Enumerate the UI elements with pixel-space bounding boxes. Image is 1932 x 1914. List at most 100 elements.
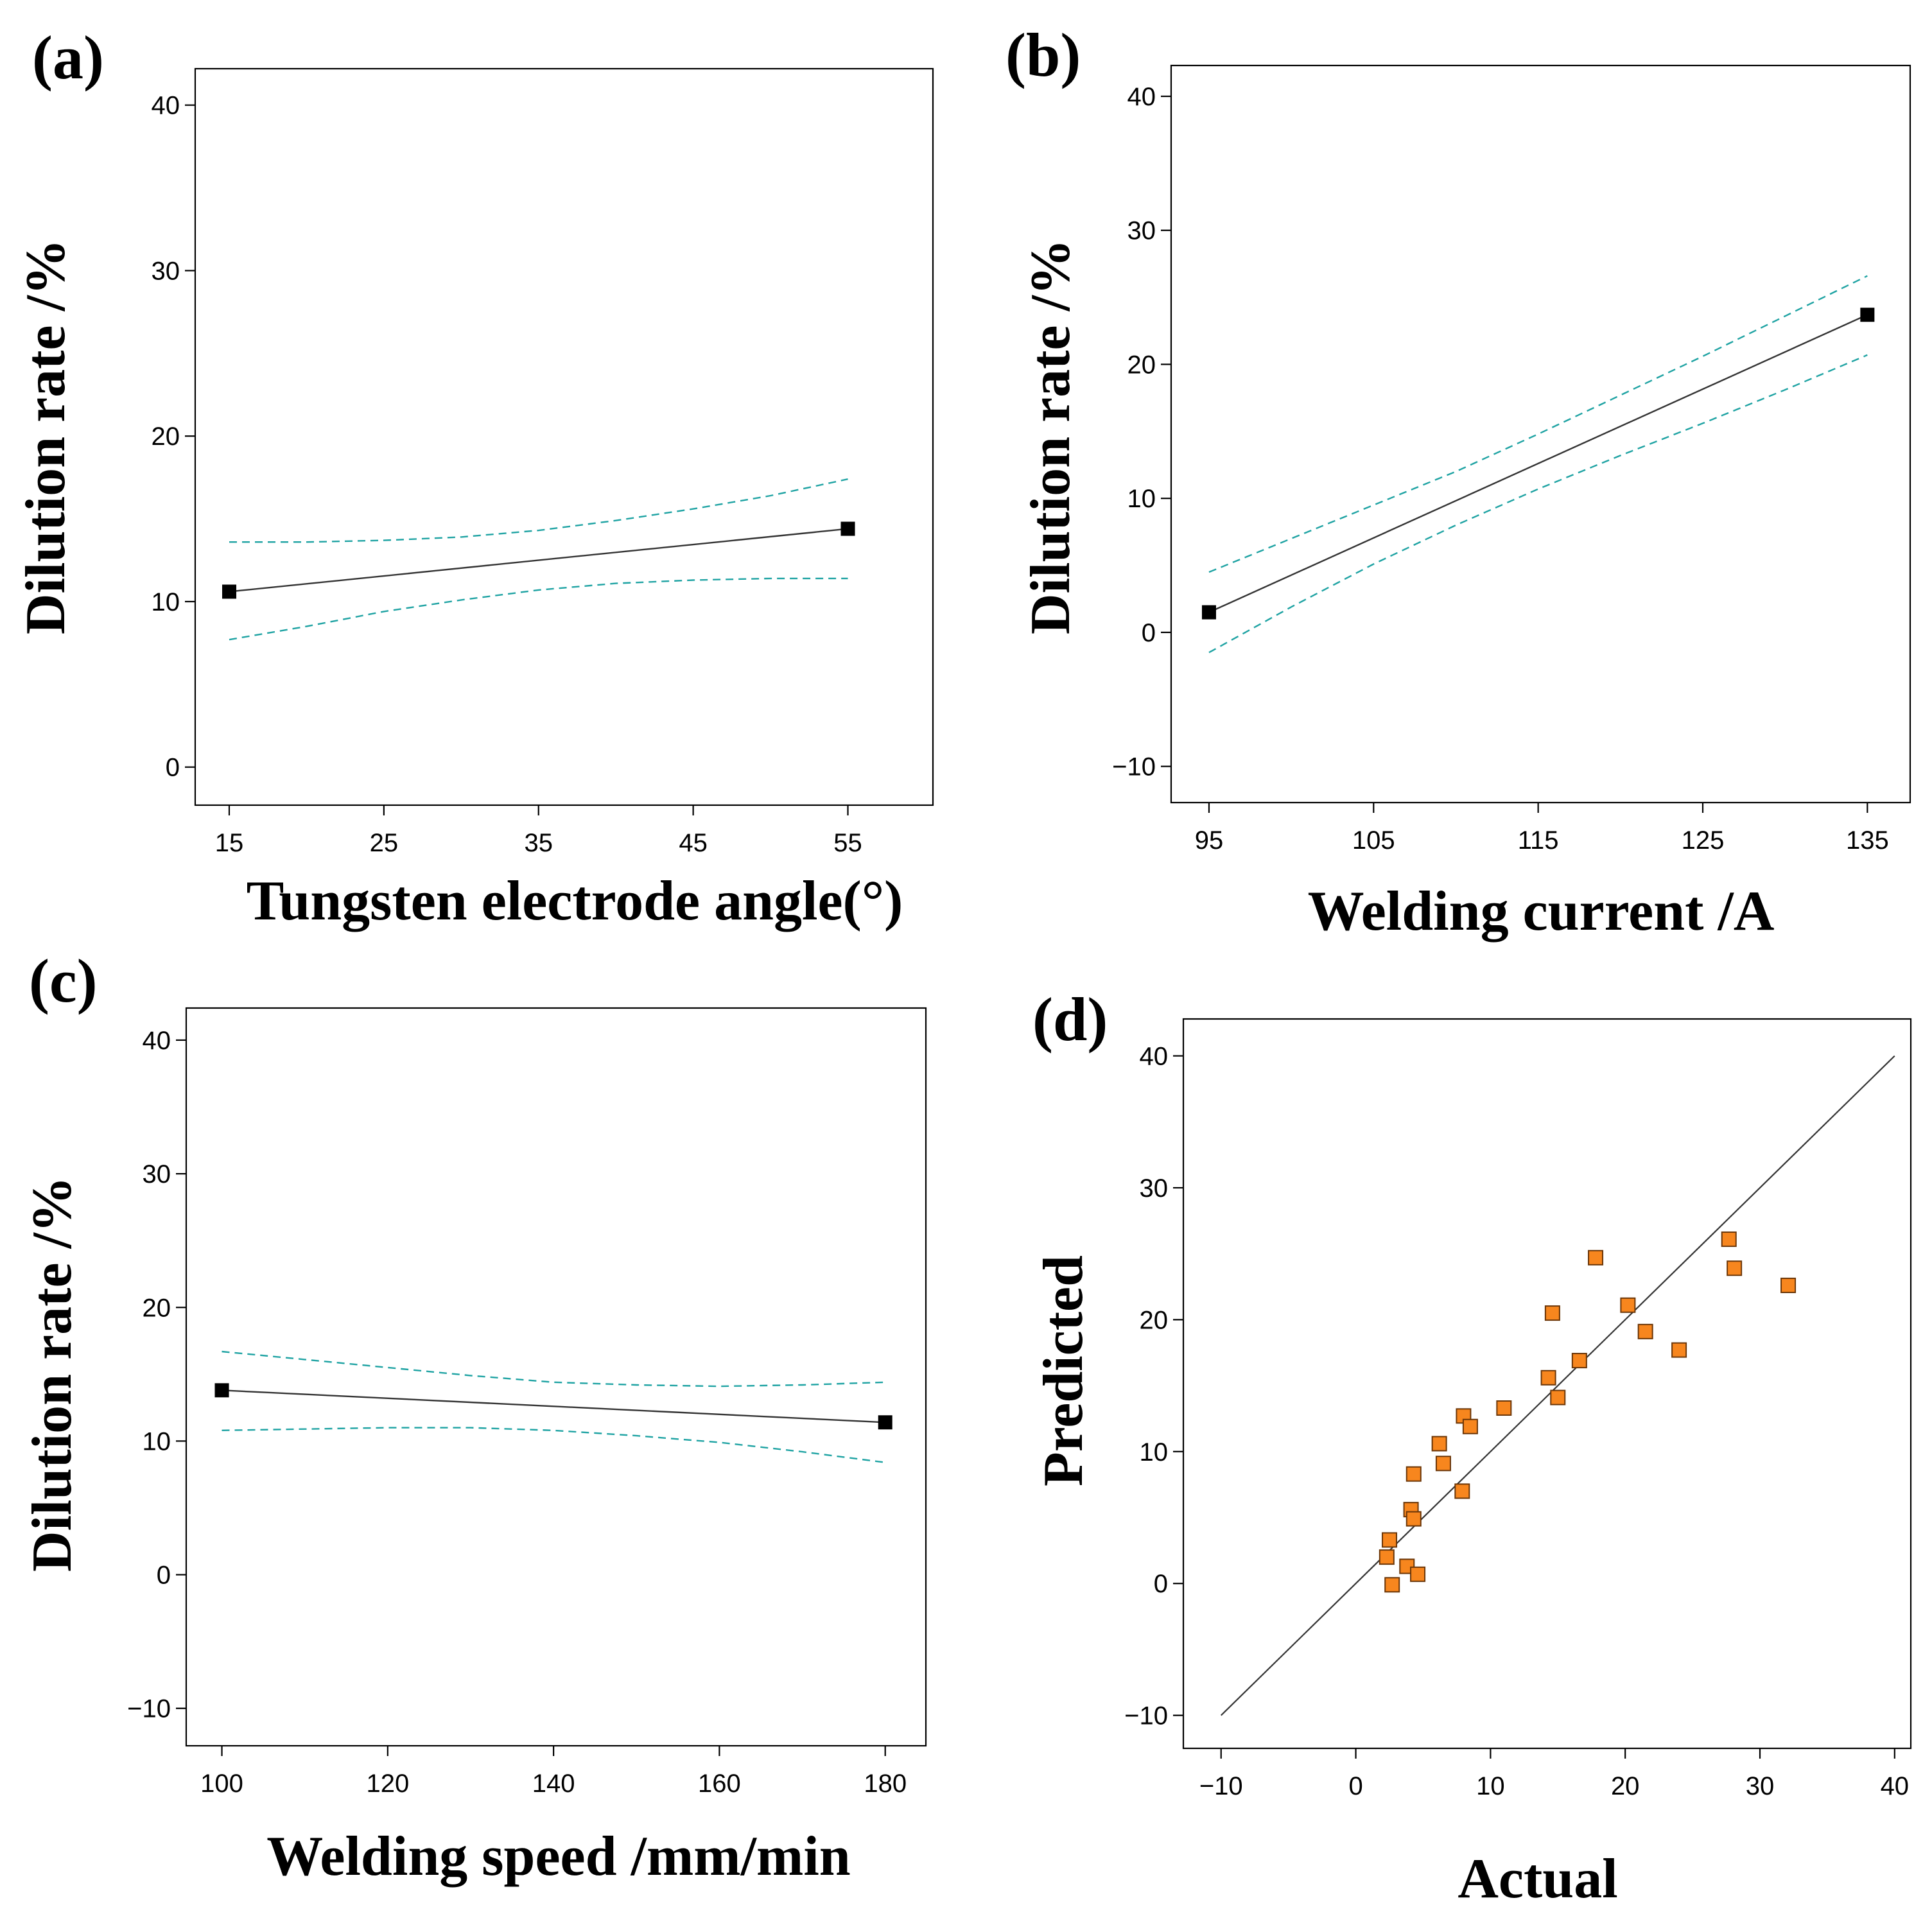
chart-panel-2: (b) 95 105 115 125 135 −10 0 10 20 30 40 Welding cur… [1005, 21, 1911, 943]
y-tick-label: 0 [1154, 1570, 1168, 1598]
y-tick-label: 10 [1127, 485, 1156, 513]
lower-ci-line [1208, 354, 1868, 654]
scatter-point [1540, 1370, 1556, 1386]
plot-frame [185, 1007, 927, 1747]
x-tick-label: 160 [698, 1770, 741, 1798]
lower-ci-line [222, 1427, 885, 1463]
x-tick-label: 135 [1846, 826, 1889, 855]
x-tick-label: 180 [864, 1770, 907, 1798]
scatter-point [1405, 1511, 1422, 1527]
y-axis-title: Dilution rate /% [21, 1176, 83, 1572]
x-axis-title: Tungsten electrode angle(°) [247, 870, 903, 932]
scatter-point [1496, 1400, 1512, 1416]
fit-line [222, 1389, 885, 1423]
scatter-point [1780, 1277, 1797, 1293]
chart-panel-1: (a) 15 25 35 45 55 0 10 20 30 40 Tungsten electrode… [15, 23, 934, 932]
chart-panel-4: (d) −10 0 10 20 30 40 −10 0 10 20 30 40 Actual Predict… [1032, 985, 1912, 1910]
y-tick-label: 0 [157, 1562, 171, 1590]
x-tick-label: 40 [1881, 1772, 1910, 1800]
y-tick-label: −10 [127, 1695, 171, 1723]
y-tick-label: 10 [143, 1427, 171, 1456]
x-axis-title: Welding speed /mm/min [266, 1825, 850, 1888]
y-tick-label: 0 [166, 754, 180, 782]
y-tick-label: 30 [143, 1160, 171, 1188]
scatter-point [1454, 1483, 1470, 1499]
x-tick-label: 25 [370, 829, 399, 857]
plot-frame [1170, 64, 1911, 804]
x-tick-label: 15 [215, 829, 244, 857]
x-tick-label: 55 [833, 829, 862, 857]
y-tick-label: 40 [1127, 83, 1156, 111]
x-tick-label: 0 [1348, 1772, 1362, 1800]
y-tick-label: 30 [1127, 217, 1156, 245]
plot-frame [1182, 1018, 1912, 1750]
y-tick-label: 40 [1140, 1043, 1169, 1071]
x-tick-label: 140 [532, 1770, 575, 1798]
x-tick-label: 125 [1682, 826, 1725, 855]
x-tick-label: 45 [679, 829, 708, 857]
x-tick-label: 105 [1352, 826, 1395, 855]
y-tick-label: 30 [1140, 1174, 1169, 1203]
scatter-point [1462, 1418, 1478, 1434]
design-point-marker [214, 1383, 229, 1398]
scatter-point [1550, 1389, 1566, 1405]
upper-ci-line [1208, 275, 1868, 573]
design-point-marker [878, 1415, 892, 1430]
y-tick-label: 20 [1140, 1306, 1169, 1334]
x-tick-label: 95 [1195, 826, 1224, 855]
scatter-point [1410, 1566, 1426, 1582]
x-tick-label: 35 [525, 829, 553, 857]
design-point-marker [1201, 605, 1216, 620]
y-axis-title: Dilution rate /% [1020, 239, 1082, 634]
scatter-point [1637, 1323, 1653, 1339]
design-point-marker [222, 584, 236, 599]
scatter-point [1620, 1297, 1636, 1313]
y-tick-label: −10 [1112, 753, 1156, 781]
y-tick-label: 20 [143, 1294, 171, 1322]
reference-line [1220, 1055, 1895, 1716]
y-tick-label: −10 [1124, 1702, 1168, 1730]
x-axis-title: Welding current /A [1308, 880, 1775, 943]
scatter-point [1588, 1249, 1604, 1266]
y-tick-label: 0 [1142, 619, 1156, 647]
plot-frame [194, 67, 934, 806]
panel-label: (d) [1032, 985, 1108, 1054]
x-tick-label: −10 [1199, 1772, 1243, 1800]
chart-panel-3: (c) 100 120 140 160 180 −10 0 10 20 30 40 Welding sp… [21, 946, 927, 1888]
scatter-point [1671, 1342, 1687, 1358]
x-tick-label: 120 [366, 1770, 409, 1798]
y-tick-label: 20 [1127, 351, 1156, 379]
y-tick-label: 40 [152, 92, 180, 120]
y-tick-label: 10 [152, 588, 180, 616]
y-tick-label: 10 [1140, 1438, 1169, 1466]
fit-line [229, 528, 848, 593]
scatter-point [1721, 1231, 1737, 1248]
scatter-point [1405, 1466, 1422, 1482]
scatter-point [1384, 1577, 1400, 1593]
x-tick-label: 100 [200, 1770, 243, 1798]
scatter-point [1544, 1305, 1560, 1321]
fit-line [1208, 314, 1868, 613]
x-tick-label: 20 [1611, 1772, 1640, 1800]
y-tick-label: 30 [152, 257, 180, 285]
upper-ci-line [222, 1350, 885, 1388]
design-point-marker [1860, 308, 1875, 322]
y-axis-title: Dilution rate /% [15, 239, 77, 634]
scatter-point [1727, 1260, 1743, 1276]
panel-label: (b) [1005, 21, 1081, 89]
y-tick-label: 40 [143, 1027, 171, 1055]
scatter-point [1571, 1353, 1587, 1369]
x-tick-label: 10 [1476, 1772, 1505, 1800]
x-tick-label: 115 [1518, 826, 1559, 855]
scatter-point [1431, 1436, 1447, 1452]
lower-ci-line [229, 577, 848, 641]
x-axis-title: Actual [1458, 1848, 1617, 1910]
y-tick-label: 20 [152, 422, 180, 451]
upper-ci-line [229, 478, 848, 543]
panel-label: (c) [29, 946, 98, 1015]
scatter-point [1382, 1532, 1398, 1548]
x-tick-label: 30 [1746, 1772, 1775, 1800]
scatter-point [1435, 1456, 1451, 1472]
panel-label: (a) [32, 23, 104, 92]
